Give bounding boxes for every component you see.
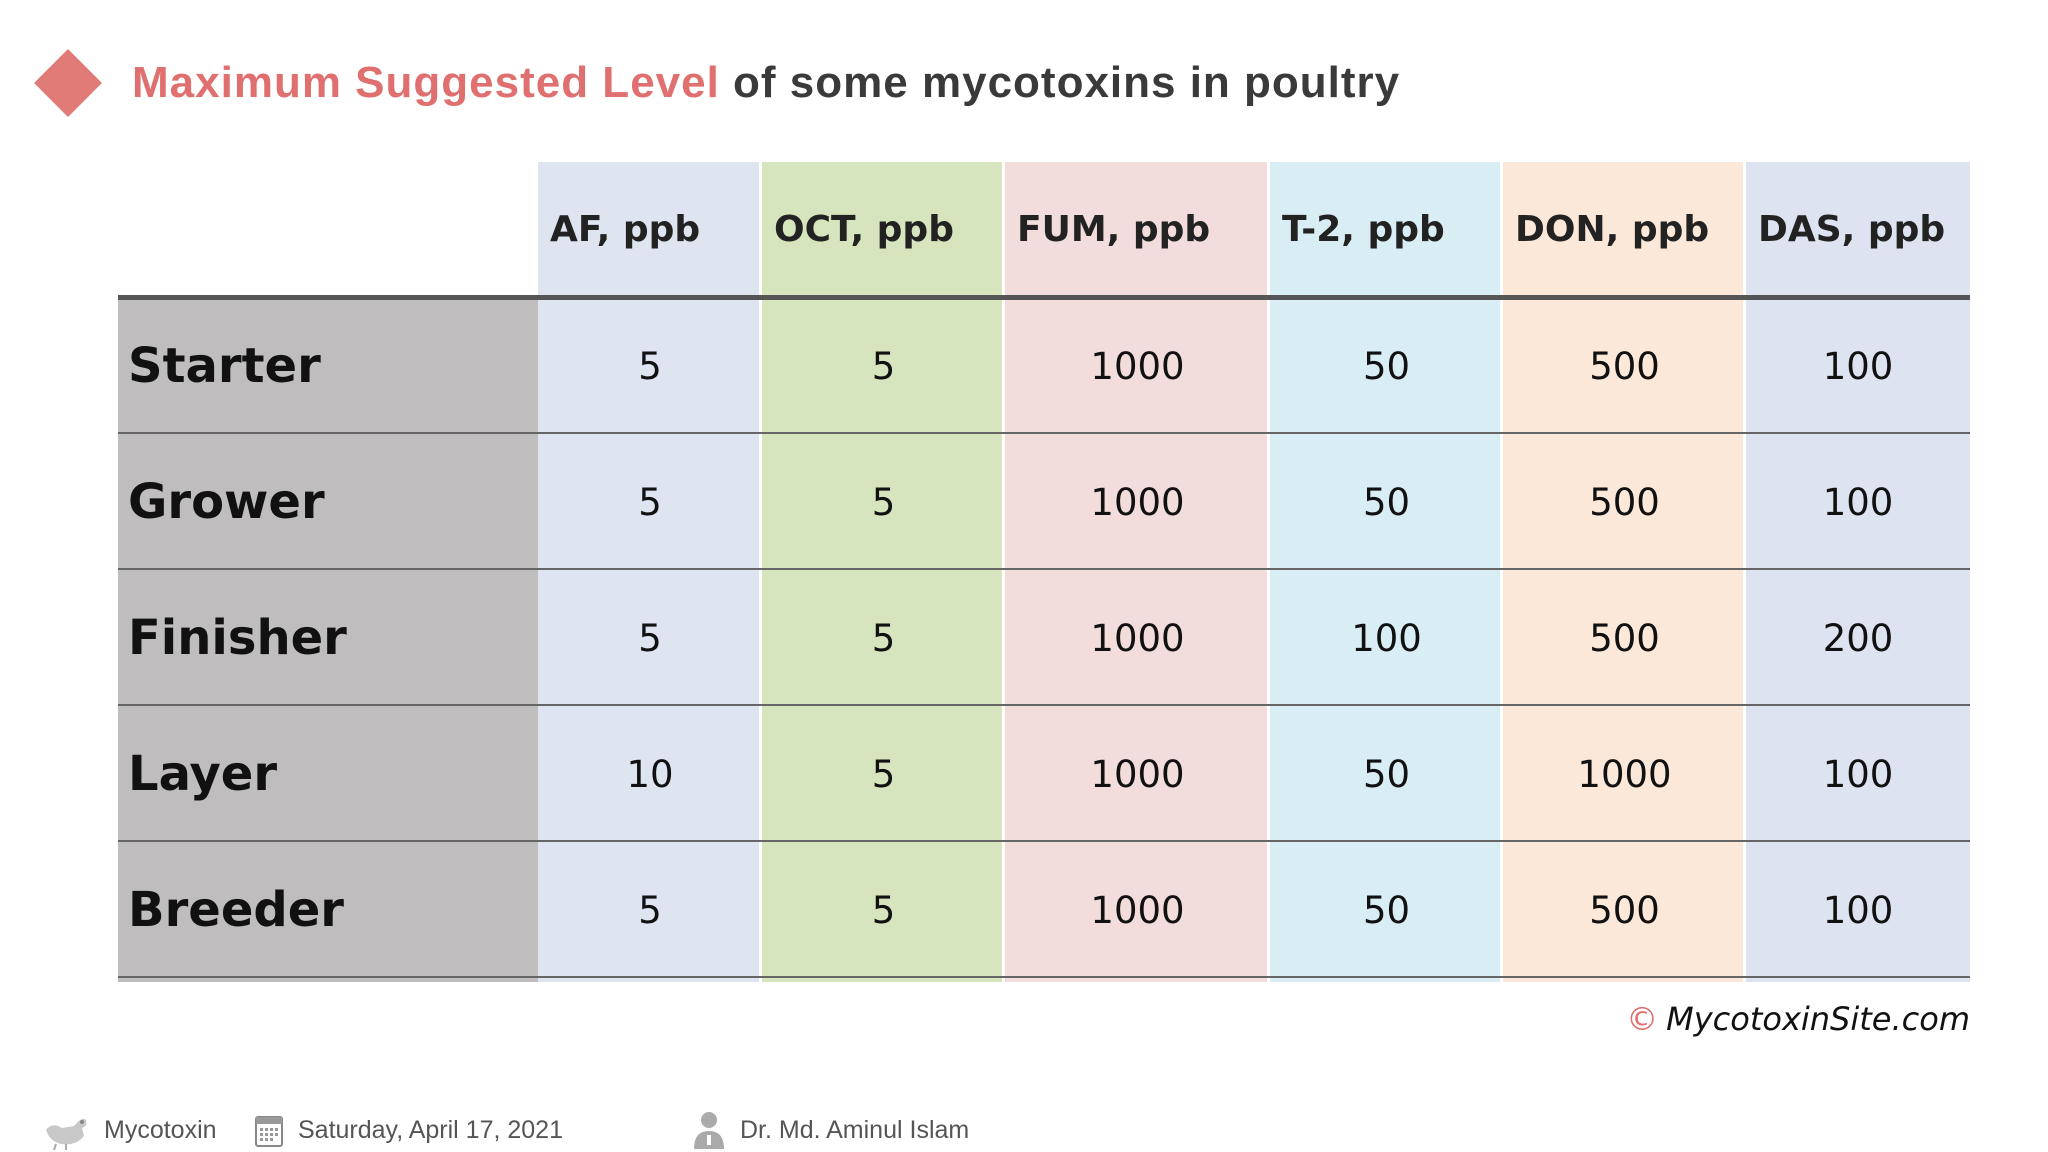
table-cell: 5 — [638, 888, 662, 932]
footer-category-text: Mycotoxin — [104, 1115, 217, 1144]
table-cell: 500 — [1589, 888, 1660, 932]
table-cell: 100 — [1822, 344, 1894, 388]
table-cell: 1000 — [1090, 480, 1185, 524]
row-divider — [118, 976, 1970, 978]
calendar-icon — [254, 1112, 284, 1148]
table-cell: 5 — [871, 616, 896, 660]
table-cell: 200 — [1822, 616, 1894, 660]
copyright-text: MycotoxinSite.com — [1666, 1000, 1970, 1038]
header-divider — [118, 295, 1970, 300]
row-divider — [118, 704, 1970, 706]
footer-author: Dr. Md. Aminul Islam — [692, 1108, 969, 1152]
table-cell: 50 — [1362, 480, 1411, 524]
row-label: Finisher — [128, 610, 347, 666]
footer-date-text: Saturday, April 17, 2021 — [298, 1115, 563, 1144]
row-divider — [118, 840, 1970, 842]
column-header: DAS, ppb — [1758, 208, 1946, 250]
table-cell: 5 — [638, 344, 662, 388]
footer-author-text: Dr. Md. Aminul Islam — [740, 1115, 970, 1144]
table-cell: 5 — [638, 480, 662, 524]
row-label: Breeder — [128, 882, 344, 938]
footer-category: Mycotoxin — [42, 1108, 217, 1152]
title-text: Maximum Suggested Level of some mycotoxi… — [132, 58, 1400, 108]
table-cell: 500 — [1589, 344, 1660, 388]
table-cell: 500 — [1589, 480, 1660, 524]
row-label: Layer — [128, 746, 278, 802]
table-cell: 1000 — [1090, 752, 1185, 796]
table-cell: 100 — [1822, 752, 1894, 796]
column-header: DON, ppb — [1515, 208, 1710, 250]
table-cell: 500 — [1589, 616, 1660, 660]
row-divider — [118, 568, 1970, 570]
column-header: AF, ppb — [550, 208, 701, 250]
table-cell: 1000 — [1090, 344, 1185, 388]
table-cell: 1000 — [1090, 888, 1185, 932]
person-icon — [692, 1111, 726, 1149]
copyright-notice: © MycotoxinSite.com — [1626, 1000, 1970, 1038]
table-cell: 1000 — [1577, 752, 1672, 796]
slide-footer: Mycotoxin Saturday, April 17, 2021 D — [0, 1108, 2048, 1152]
table-cell: 50 — [1362, 752, 1411, 796]
row-label: Grower — [128, 474, 325, 530]
footer-date: Saturday, April 17, 2021 — [254, 1108, 563, 1152]
row-divider — [118, 432, 1970, 434]
table-cell: 50 — [1362, 888, 1411, 932]
table-cell: 5 — [871, 480, 896, 524]
table-cell: 50 — [1362, 344, 1411, 388]
column-header: T-2, ppb — [1282, 208, 1445, 250]
slide-title: Maximum Suggested Level of some mycotoxi… — [32, 48, 1400, 118]
copyright-symbol: © — [1626, 1000, 1659, 1038]
row-label: Starter — [128, 338, 321, 394]
table-cell: 5 — [638, 616, 662, 660]
row-label-column — [118, 298, 538, 982]
table-cell: 100 — [1351, 616, 1422, 660]
diamond-bullet-icon — [34, 49, 102, 117]
table-cell: 5 — [871, 344, 896, 388]
title-rest: of some mycotoxins in poultry — [719, 58, 1401, 107]
mycotoxin-table: AF, ppb OCT, ppb FUM, ppb T-2, ppb DON, ppb D… — [118, 162, 1970, 982]
title-accent: Maximum Suggested Level — [132, 58, 720, 107]
table-cell: 10 — [626, 752, 674, 796]
table-cell: 100 — [1822, 888, 1894, 932]
table-cell: 5 — [871, 888, 896, 932]
column-header: FUM, ppb — [1017, 208, 1211, 250]
table-cell: 1000 — [1090, 616, 1185, 660]
column-header: OCT, ppb — [774, 208, 954, 250]
rooster-icon — [42, 1110, 90, 1150]
table-cell: 100 — [1822, 480, 1894, 524]
table-cell: 5 — [871, 752, 896, 796]
